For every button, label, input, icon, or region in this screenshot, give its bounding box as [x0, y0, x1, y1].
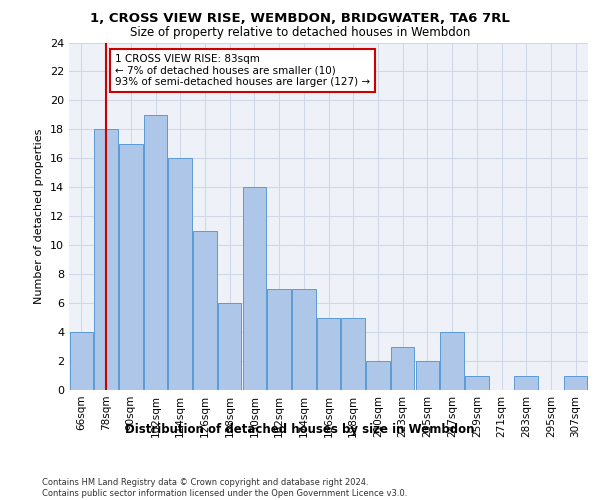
Bar: [70, 332, 93, 390]
Bar: [292, 288, 316, 390]
Text: Distribution of detached houses by size in Wembdon: Distribution of detached houses by size …: [125, 422, 475, 436]
Bar: [193, 230, 217, 390]
Bar: [341, 318, 365, 390]
Text: 1 CROSS VIEW RISE: 83sqm
← 7% of detached houses are smaller (10)
93% of semi-de: 1 CROSS VIEW RISE: 83sqm ← 7% of detache…: [115, 54, 370, 88]
Bar: [169, 158, 192, 390]
Y-axis label: Number of detached properties: Number of detached properties: [34, 128, 44, 304]
Bar: [242, 188, 266, 390]
Bar: [564, 376, 587, 390]
Bar: [391, 346, 415, 390]
Bar: [119, 144, 143, 390]
Bar: [440, 332, 464, 390]
Bar: [218, 303, 241, 390]
Bar: [366, 361, 389, 390]
Text: Contains HM Land Registry data © Crown copyright and database right 2024.
Contai: Contains HM Land Registry data © Crown c…: [42, 478, 407, 498]
Bar: [514, 376, 538, 390]
Text: 1, CROSS VIEW RISE, WEMBDON, BRIDGWATER, TA6 7RL: 1, CROSS VIEW RISE, WEMBDON, BRIDGWATER,…: [90, 12, 510, 26]
Bar: [268, 288, 291, 390]
Bar: [465, 376, 488, 390]
Text: Size of property relative to detached houses in Wembdon: Size of property relative to detached ho…: [130, 26, 470, 39]
Bar: [94, 130, 118, 390]
Bar: [144, 115, 167, 390]
Bar: [317, 318, 340, 390]
Bar: [416, 361, 439, 390]
